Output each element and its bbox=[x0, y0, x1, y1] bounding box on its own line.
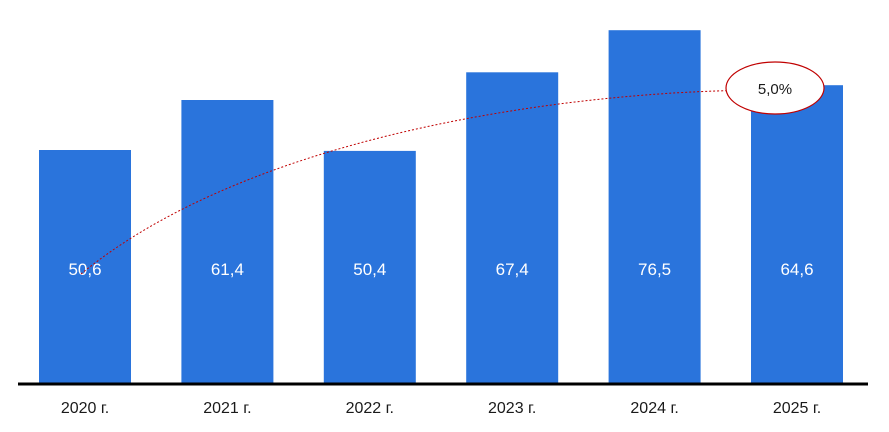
x-tick-label: 2020 г. bbox=[61, 400, 109, 417]
growth-ellipse bbox=[725, 61, 825, 115]
bar bbox=[751, 85, 843, 384]
x-tick-labels: 2020 г. 2021 г. 2022 г. 2023 г. 2024 г. 2025 … bbox=[61, 400, 821, 417]
growth-annotation-label: 5,0% bbox=[758, 81, 792, 98]
bar-value-label: 50,4 bbox=[353, 260, 386, 279]
x-tick-label: 2024 г. bbox=[630, 400, 678, 417]
bar-value-label: 76,5 bbox=[638, 260, 671, 279]
x-tick-label: 2021 г. bbox=[203, 400, 251, 417]
bar-value-label: 61,4 bbox=[211, 260, 244, 279]
bars-group: 50,6 61,4 50,4 67,4 76,5 64,6 bbox=[39, 30, 843, 385]
bar bbox=[181, 100, 274, 384]
x-tick-label: 2022 г. bbox=[346, 400, 394, 417]
bar bbox=[323, 150, 416, 384]
bar-value-label: 67,4 bbox=[496, 260, 529, 279]
x-tick-label: 2025 г. bbox=[773, 400, 821, 417]
bar bbox=[466, 72, 559, 385]
x-tick-label: 2023 г. bbox=[488, 400, 536, 417]
bar bbox=[608, 30, 701, 384]
bar bbox=[39, 150, 131, 384]
bar-value-label: 50,6 bbox=[68, 260, 101, 279]
bar-value-label: 64,6 bbox=[780, 260, 813, 279]
